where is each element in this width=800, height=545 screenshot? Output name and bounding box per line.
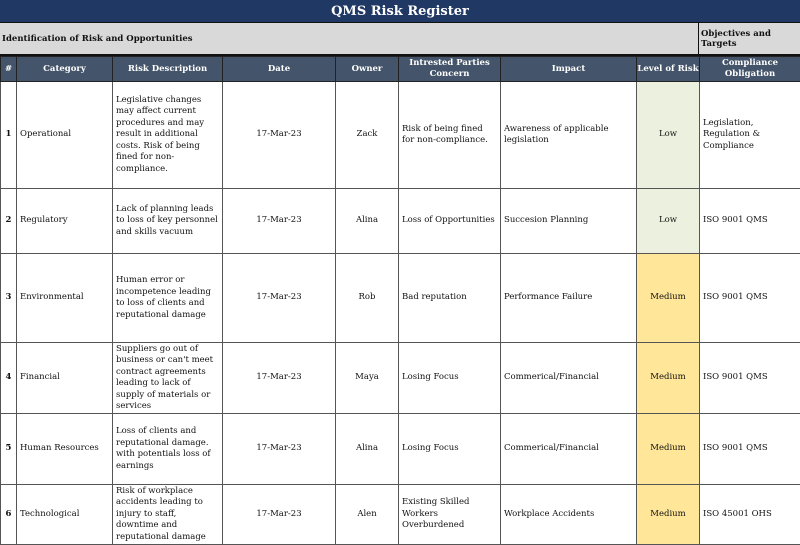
cell-impact: Awareness of applicable legislation	[501, 82, 637, 189]
section-identification: Identification of Risk and Opportunities	[0, 23, 699, 54]
column-header-owner: Owner	[336, 57, 399, 82]
cell-owner: Rob	[336, 254, 399, 343]
column-header-compliance: Compliance Obligation	[700, 57, 800, 82]
column-header-category: Category	[17, 57, 113, 82]
cell-compliance: ISO 9001 QMS	[700, 254, 800, 343]
cell-description: Lack of planning leads to loss of key pe…	[113, 189, 223, 254]
cell-level: Medium	[637, 343, 700, 414]
cell-owner: Zack	[336, 82, 399, 189]
cell-num: 6	[1, 485, 17, 545]
cell-owner: Alina	[336, 414, 399, 485]
cell-category: Human Resources	[17, 414, 113, 485]
column-header-level: Level of Risk	[637, 57, 700, 82]
cell-concern: Losing Focus	[399, 414, 501, 485]
cell-date: 17-Mar-23	[223, 82, 336, 189]
cell-date: 17-Mar-23	[223, 485, 336, 545]
cell-date: 17-Mar-23	[223, 343, 336, 414]
cell-compliance: ISO 9001 QMS	[700, 414, 800, 485]
cell-level: Low	[637, 189, 700, 254]
cell-category: Regulatory	[17, 189, 113, 254]
cell-owner: Alen	[336, 485, 399, 545]
cell-owner: Alina	[336, 189, 399, 254]
cell-concern: Risk of being fined for non-compliance.	[399, 82, 501, 189]
cell-concern: Losing Focus	[399, 343, 501, 414]
cell-description: Risk of workplace accidents leading to i…	[113, 485, 223, 545]
cell-description: Human error or incompetence leading to l…	[113, 254, 223, 343]
cell-level: Medium	[637, 485, 700, 545]
column-header-impact: Impact	[501, 57, 637, 82]
cell-compliance: ISO 9001 QMS	[700, 189, 800, 254]
cell-num: 2	[1, 189, 17, 254]
cell-category: Environmental	[17, 254, 113, 343]
cell-impact: Commerical/Financial	[501, 343, 637, 414]
cell-impact: Performance Failure	[501, 254, 637, 343]
cell-concern: Loss of Opportunities	[399, 189, 501, 254]
cell-num: 1	[1, 82, 17, 189]
page-title: QMS Risk Register	[0, 0, 800, 23]
cell-concern: Bad reputation	[399, 254, 501, 343]
cell-level: Low	[637, 82, 700, 189]
cell-description: Loss of clients and reputational damage.…	[113, 414, 223, 485]
cell-impact: Succesion Planning	[501, 189, 637, 254]
cell-level: Medium	[637, 254, 700, 343]
cell-description: Legislative changes may affect current p…	[113, 82, 223, 189]
cell-num: 4	[1, 343, 17, 414]
cell-num: 3	[1, 254, 17, 343]
cell-category: Financial	[17, 343, 113, 414]
cell-date: 17-Mar-23	[223, 254, 336, 343]
cell-impact: Workplace Accidents	[501, 485, 637, 545]
cell-compliance: ISO 9001 QMS	[700, 343, 800, 414]
column-header-concern: Intrested Parties Concern	[399, 57, 501, 82]
column-header-num: #	[1, 57, 17, 82]
column-header-description: Risk Description	[113, 57, 223, 82]
section-objectives: Objectives and Targets	[699, 23, 800, 54]
cell-category: Operational	[17, 82, 113, 189]
cell-date: 17-Mar-23	[223, 414, 336, 485]
column-header-date: Date	[223, 57, 336, 82]
section-header-row: Identification of Risk and Opportunities…	[0, 23, 800, 56]
cell-num: 5	[1, 414, 17, 485]
cell-date: 17-Mar-23	[223, 189, 336, 254]
cell-category: Technological	[17, 485, 113, 545]
cell-level: Medium	[637, 414, 700, 485]
cell-compliance: ISO 45001 OHS	[700, 485, 800, 545]
cell-description: Suppliers go out of business or can't me…	[113, 343, 223, 414]
cell-compliance: Legislation, Regulation & Compliance	[700, 82, 800, 189]
cell-concern: Existing Skilled Workers Overburdened	[399, 485, 501, 545]
cell-impact: Commerical/Financial	[501, 414, 637, 485]
cell-owner: Maya	[336, 343, 399, 414]
